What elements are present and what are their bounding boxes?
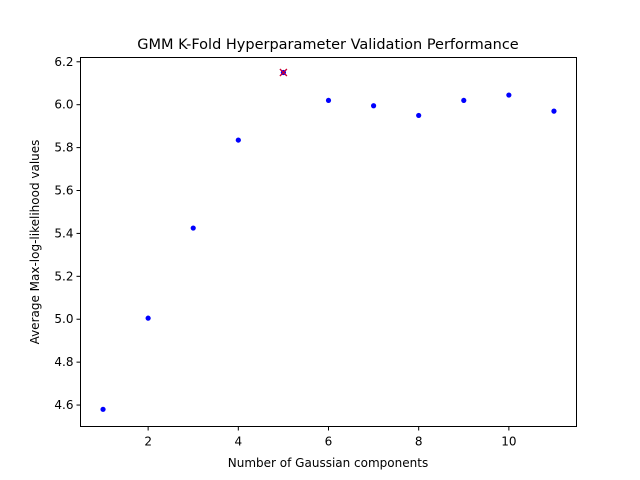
data-point [506, 92, 512, 98]
data-point [145, 315, 151, 321]
data-point [100, 406, 106, 412]
x-axis-ticks: 2 4 6 8 10 [144, 426, 517, 449]
data-point [235, 137, 241, 143]
x-tick-label: 10 [501, 435, 516, 449]
data-point [461, 97, 467, 104]
y-tick-label: 5.0 [54, 312, 73, 326]
chart-title: GMM K-Fold Hyperparameter Validation Per… [137, 37, 519, 53]
data-points [100, 68, 557, 412]
x-tick-label: 2 [144, 435, 152, 449]
data-point [416, 112, 422, 119]
y-tick-label: 4.6 [54, 398, 73, 412]
y-axis-ticks: 4.6 4.8 5.0 5.2 5.4 5.6 5.8 6.0 6.2 [54, 55, 81, 412]
y-axis-label: Average Max-log-likelihood values [28, 140, 42, 345]
y-tick-label: 5.8 [54, 141, 73, 155]
y-tick-label: 5.6 [54, 184, 73, 198]
best-point-x-marker [279, 68, 288, 77]
x-tick-label: 6 [325, 435, 333, 449]
x-tick-label: 8 [415, 435, 423, 449]
data-point [190, 225, 196, 231]
data-point [325, 97, 332, 104]
x-tick-label: 4 [234, 435, 242, 449]
plot-frame [80, 57, 577, 427]
y-tick-label: 6.2 [54, 55, 73, 69]
data-point [551, 108, 557, 114]
x-axis-label: Number of Gaussian components [228, 456, 428, 470]
y-tick-label: 5.2 [54, 269, 73, 283]
data-point [370, 103, 377, 109]
y-tick-label: 4.8 [54, 355, 73, 369]
y-tick-label: 6.0 [54, 98, 73, 112]
y-tick-label: 5.4 [54, 226, 73, 240]
